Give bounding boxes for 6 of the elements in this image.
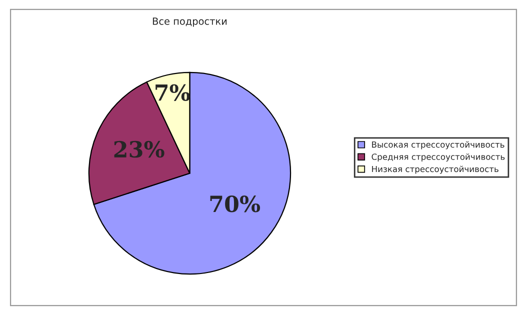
- chart-title: Все подростки: [152, 18, 227, 27]
- data-label: 70%: [210, 195, 260, 212]
- legend-label: Средняя стрессоустойчивость: [372, 154, 505, 162]
- data-label: 23%: [114, 140, 164, 158]
- legend-label: Низкая стрессоустойчивость: [372, 166, 498, 174]
- legend-label: Высокая стрессоустойчивость: [372, 141, 504, 150]
